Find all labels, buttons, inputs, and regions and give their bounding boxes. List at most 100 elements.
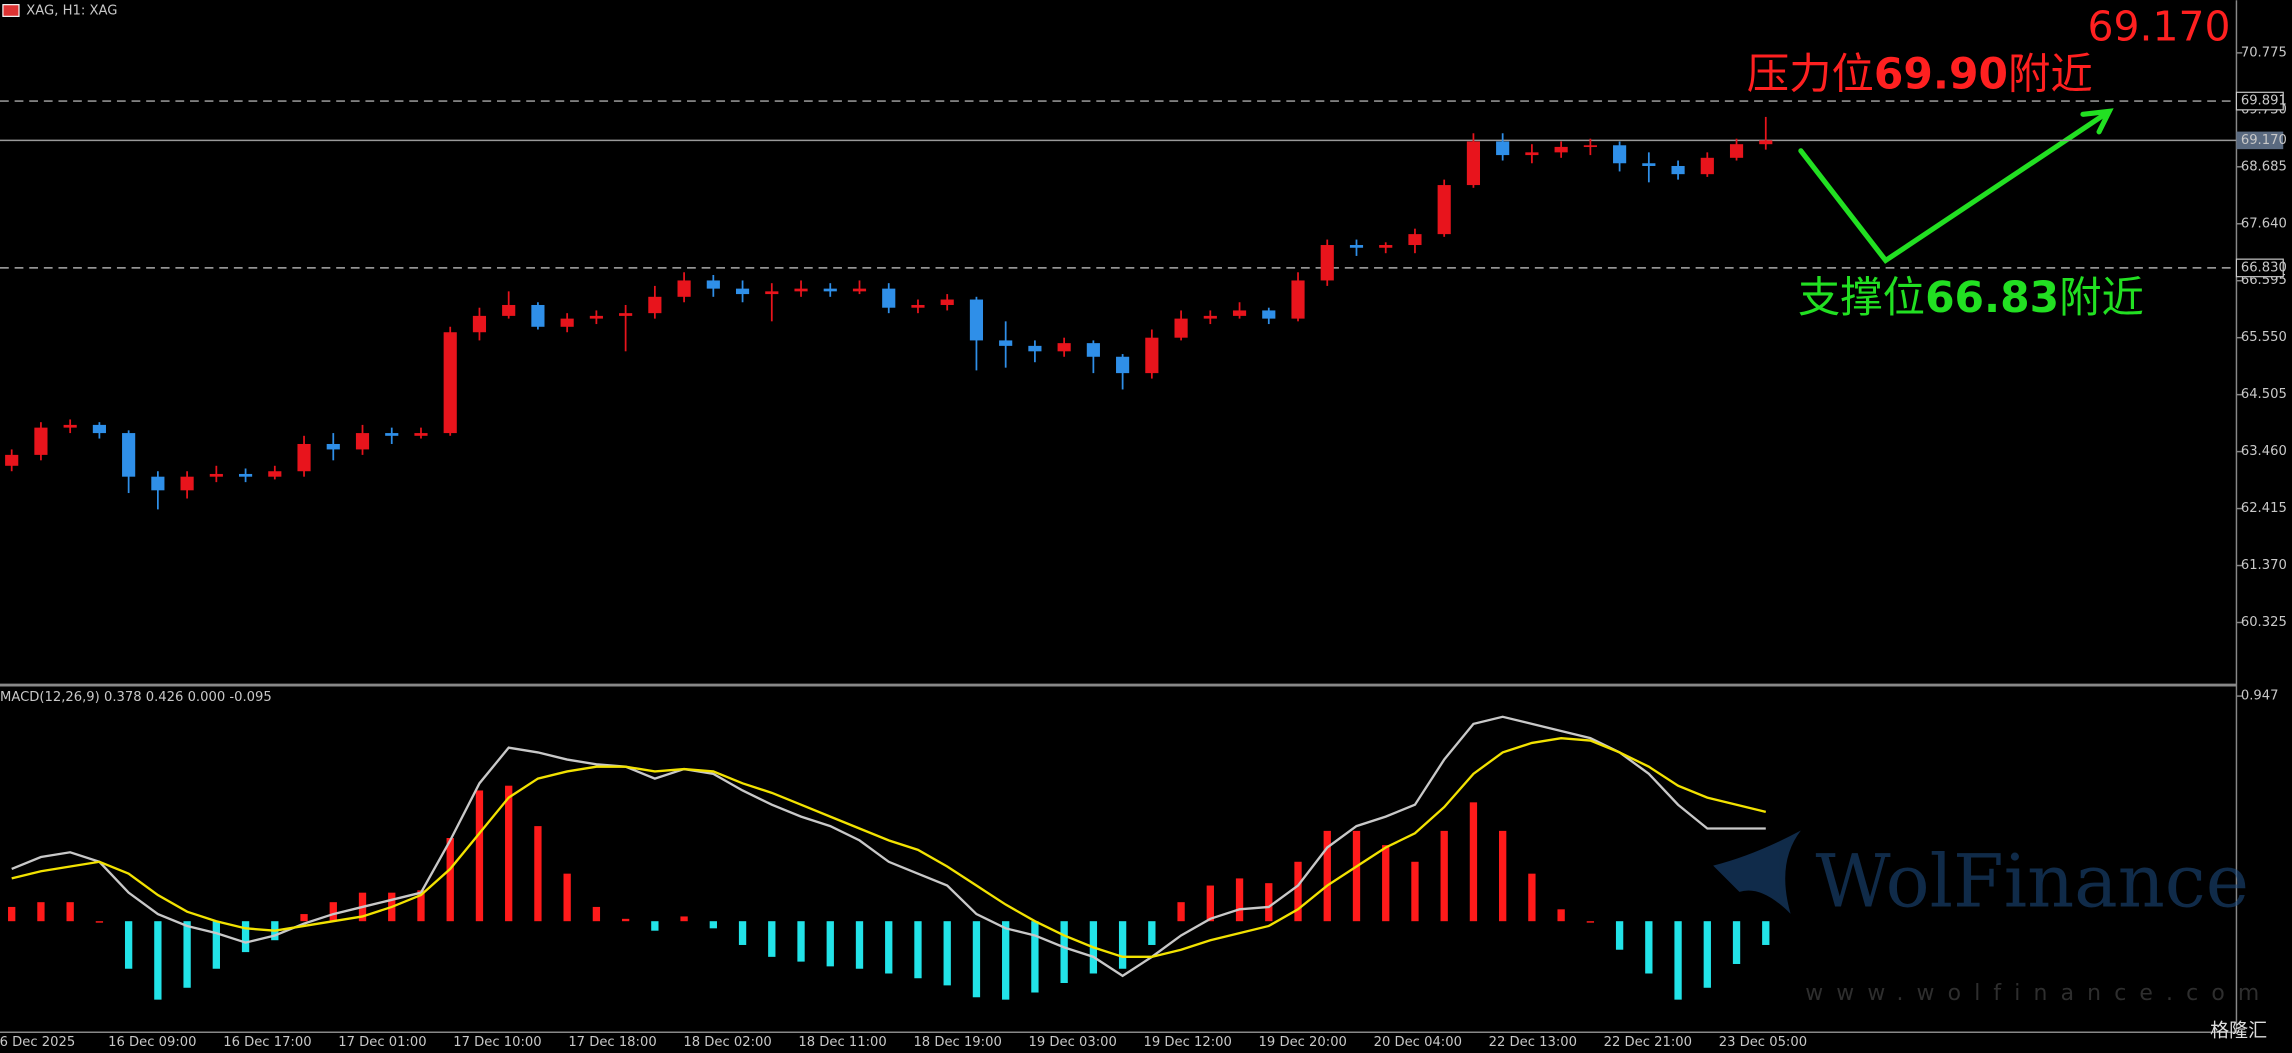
candle-body <box>1116 356 1130 374</box>
histogram-bar <box>1118 921 1127 969</box>
candle-body <box>122 433 136 477</box>
histogram-bar <box>914 921 922 979</box>
y-tick-label: 60.325 <box>2241 615 2287 630</box>
candle-body <box>735 288 750 295</box>
candle-body <box>355 433 370 450</box>
histogram-bar <box>154 921 162 1000</box>
x-tick-label: 22 Dec 13:00 <box>1489 1035 1577 1050</box>
candle-body <box>1466 141 1481 186</box>
candle-body <box>1291 280 1305 319</box>
candle-body <box>385 433 399 436</box>
annotation-part: 压力位 <box>1747 49 1874 98</box>
macd-header: MACD(12,26,9) 0.378 0.426 0.000 -0.095 <box>0 690 272 705</box>
candle-body <box>1145 337 1159 374</box>
candle-body <box>560 318 574 327</box>
y-tick-label: 61.370 <box>2241 558 2287 573</box>
x-tick-label: 16 Dec 2025 <box>0 1035 75 1050</box>
candle-body <box>502 304 516 316</box>
histogram-bar <box>1206 885 1214 922</box>
candle-body <box>1613 145 1627 164</box>
histogram-bar <box>417 890 425 922</box>
candle-body <box>619 313 633 316</box>
y-tick-label: 68.685 <box>2241 159 2287 174</box>
level-tag <box>2235 91 2284 111</box>
histogram-bar <box>1002 921 1010 1000</box>
arrow-path <box>1798 111 2108 264</box>
x-tick-label: 17 Dec 01:00 <box>338 1035 426 1050</box>
histogram-bar <box>621 918 630 922</box>
candle-body <box>940 299 954 305</box>
x-tick-label: 20 Dec 04:00 <box>1374 1035 1462 1050</box>
y-tick-label: 67.640 <box>2241 216 2287 231</box>
candle-body <box>1525 152 1539 156</box>
x-tick-label: 18 Dec 11:00 <box>798 1035 886 1050</box>
candle-body <box>1583 145 1597 148</box>
y-tick-label: 64.505 <box>2241 387 2287 402</box>
histogram-bar <box>885 921 893 974</box>
candle-body <box>852 288 867 292</box>
candle-body <box>1437 185 1451 235</box>
candle-body <box>1379 245 1393 248</box>
histogram-bar <box>37 902 45 922</box>
histogram-bar <box>1499 830 1507 922</box>
candle-body <box>765 291 779 295</box>
histogram-bar <box>1382 845 1390 922</box>
candle-body <box>34 427 48 455</box>
histogram-bar <box>300 914 308 922</box>
level-tag <box>2235 258 2284 278</box>
candle-body <box>1759 140 1773 145</box>
candle-body <box>706 280 720 289</box>
candle-body <box>1174 318 1188 338</box>
histogram-bar <box>446 838 454 922</box>
candle-body <box>882 288 896 308</box>
candle-body <box>969 299 984 341</box>
y-tick-label: 70.775 <box>2241 45 2287 60</box>
annotation-part: 69.90 <box>1874 49 2008 98</box>
histogram-bar <box>212 921 220 969</box>
histogram-bar <box>183 921 191 988</box>
candle-body <box>92 424 106 434</box>
candle-body <box>268 471 282 477</box>
candle-body <box>1671 165 1685 175</box>
annotation: 支撑位66.83附近 <box>1798 272 2144 321</box>
candle-body <box>1028 345 1042 352</box>
x-tick-label: 17 Dec 10:00 <box>453 1035 541 1050</box>
candle-body <box>531 304 545 327</box>
candle-body <box>326 443 340 450</box>
window-icon <box>2 4 20 17</box>
candle-body <box>209 473 223 477</box>
candle-body <box>1203 315 1217 319</box>
watermark-logo <box>1713 830 1801 914</box>
histogram-bar <box>943 921 951 986</box>
histogram-bar <box>1440 830 1448 922</box>
histogram-bar <box>826 921 834 967</box>
histogram-bar <box>1528 873 1536 922</box>
histogram-bar <box>1148 921 1156 945</box>
candle-body <box>1320 245 1334 281</box>
candle-body <box>911 304 925 308</box>
x-tick-label: 17 Dec 18:00 <box>568 1035 656 1050</box>
histogram-bar <box>1645 921 1653 974</box>
histogram-bar <box>797 921 805 962</box>
window-title: XAG, H1: XAG <box>26 4 117 19</box>
histogram-bar <box>534 826 542 922</box>
candle-body <box>1554 146 1568 153</box>
support-resistance-arrow <box>1798 108 2114 264</box>
histogram-bar <box>1557 909 1565 922</box>
x-tick-label: 16 Dec 09:00 <box>108 1035 196 1050</box>
x-tick-label: 19 Dec 20:00 <box>1259 1035 1347 1050</box>
x-tick-label: 19 Dec 12:00 <box>1144 1035 1232 1050</box>
candle-body <box>414 433 428 436</box>
candle-body <box>794 288 808 292</box>
last-price-tag-label: 69.170 <box>2241 133 2287 148</box>
candle-body <box>63 424 77 428</box>
watermark-url: www.wolfinance.com <box>1805 981 2272 1006</box>
y-tick-label: 62.415 <box>2241 501 2287 516</box>
histogram-bar <box>475 790 484 922</box>
candle-body <box>5 454 19 466</box>
histogram-bar <box>1469 802 1478 922</box>
candle-body <box>1349 245 1364 248</box>
histogram-bar <box>1235 878 1244 922</box>
histogram-bar <box>95 921 104 923</box>
histogram-bar <box>241 921 250 953</box>
